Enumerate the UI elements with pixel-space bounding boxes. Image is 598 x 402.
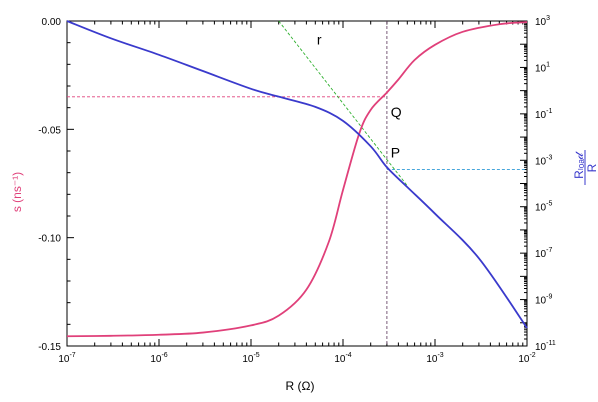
y-left-tick-label: 0.00 — [42, 17, 62, 28]
y-right-axis-title-denominator: R — [585, 163, 598, 172]
x-tick-label: 10-4 — [334, 352, 351, 365]
x-tick-label: 10-5 — [242, 352, 259, 365]
axes — [66, 20, 528, 347]
series-line-s — [66, 21, 528, 338]
y-right-tick-label: 10-7 — [535, 247, 552, 260]
annotation-r: r — [317, 31, 322, 47]
y-right-tick-label: 10-1 — [535, 108, 552, 121]
y-left-tick-label: -0.10 — [38, 234, 61, 245]
y-right-tick-label: 103 — [535, 15, 550, 28]
y-right-axis-title: Rₗₒₐ𝒹 R — [572, 150, 598, 185]
y-left-tick-label: -0.05 — [38, 125, 61, 136]
x-tick-label: 10-7 — [58, 352, 75, 365]
series-line-ratio — [66, 20, 528, 329]
y-right-tick-label: 101 — [535, 61, 550, 74]
y-left-axis-title: s (ns⁻¹) — [10, 172, 24, 212]
x-tick-label: 10-2 — [518, 352, 535, 365]
plot-frame — [66, 20, 528, 347]
y-right-tick-label: 10-3 — [535, 154, 552, 167]
x-tick-label: 10-6 — [150, 352, 167, 365]
labels-layer: 10-7 10-6 10-5 10-4 10-3 10-2 0.00 -0.05 -0.10 -0… — [38, 15, 556, 365]
y-right-axis-title-numerator: Rₗₒₐ𝒹 — [572, 151, 586, 179]
annotation-p: P — [391, 144, 400, 160]
annotation-q: Q — [391, 104, 402, 120]
y-right-tick-label: 10-5 — [535, 201, 552, 214]
x-tick-label: 10-3 — [426, 352, 443, 365]
series-layer — [66, 20, 528, 346]
y-right-tick-label: 10-9 — [535, 294, 552, 307]
tangent-line-r — [278, 20, 408, 187]
y-right-tick-label: 10-11 — [535, 340, 556, 353]
x-axis-title: R (Ω) — [286, 379, 315, 393]
y-left-tick-label: -0.15 — [38, 342, 61, 353]
